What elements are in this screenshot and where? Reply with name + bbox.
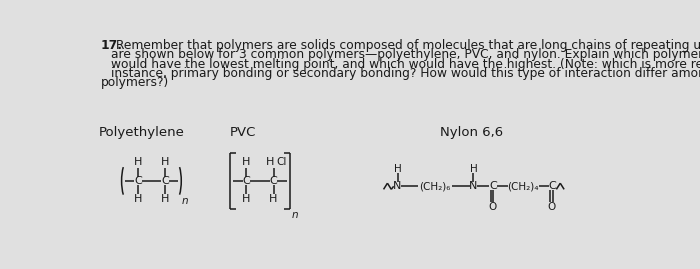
Text: H: H — [393, 164, 401, 174]
Text: H: H — [470, 164, 477, 174]
Text: polymers?): polymers?) — [101, 76, 169, 89]
Text: C: C — [242, 176, 251, 186]
Text: PVC: PVC — [230, 126, 256, 139]
Text: C: C — [270, 176, 277, 186]
Text: H: H — [242, 194, 251, 204]
Text: Cl: Cl — [276, 157, 286, 167]
Text: H: H — [265, 157, 274, 167]
Text: are shown below for 3 common polymers—polyethylene, PVC, and nylon. Explain whic: are shown below for 3 common polymers—po… — [111, 48, 700, 61]
Text: O: O — [488, 202, 496, 212]
Text: H: H — [134, 157, 142, 167]
Text: H: H — [161, 157, 169, 167]
Text: (CH₂)₆: (CH₂)₆ — [419, 181, 450, 191]
Text: would have the lowest melting point, and which would have the highest. (Note: wh: would have the lowest melting point, and… — [111, 58, 700, 71]
Text: C: C — [161, 176, 169, 186]
Text: Remember that polymers are solids composed of molecules that are long chains of : Remember that polymers are solids compos… — [112, 39, 700, 52]
Text: H: H — [270, 194, 278, 204]
Text: Nylon 6,6: Nylon 6,6 — [440, 126, 503, 139]
Text: O: O — [547, 202, 556, 212]
Text: H: H — [242, 157, 251, 167]
Text: C: C — [549, 181, 557, 191]
Text: N: N — [393, 181, 402, 191]
Text: n: n — [291, 210, 298, 220]
Text: H: H — [161, 194, 169, 204]
Text: C: C — [134, 176, 141, 186]
Text: 17.: 17. — [101, 39, 122, 52]
Text: H: H — [134, 194, 142, 204]
Text: Polyethylene: Polyethylene — [99, 126, 185, 139]
Text: C: C — [489, 181, 497, 191]
Text: n: n — [181, 196, 188, 206]
Text: instance, primary bonding or secondary bonding? How would this type of interacti: instance, primary bonding or secondary b… — [111, 67, 700, 80]
Text: (CH₂)₄: (CH₂)₄ — [508, 181, 539, 191]
Text: N: N — [469, 181, 477, 191]
